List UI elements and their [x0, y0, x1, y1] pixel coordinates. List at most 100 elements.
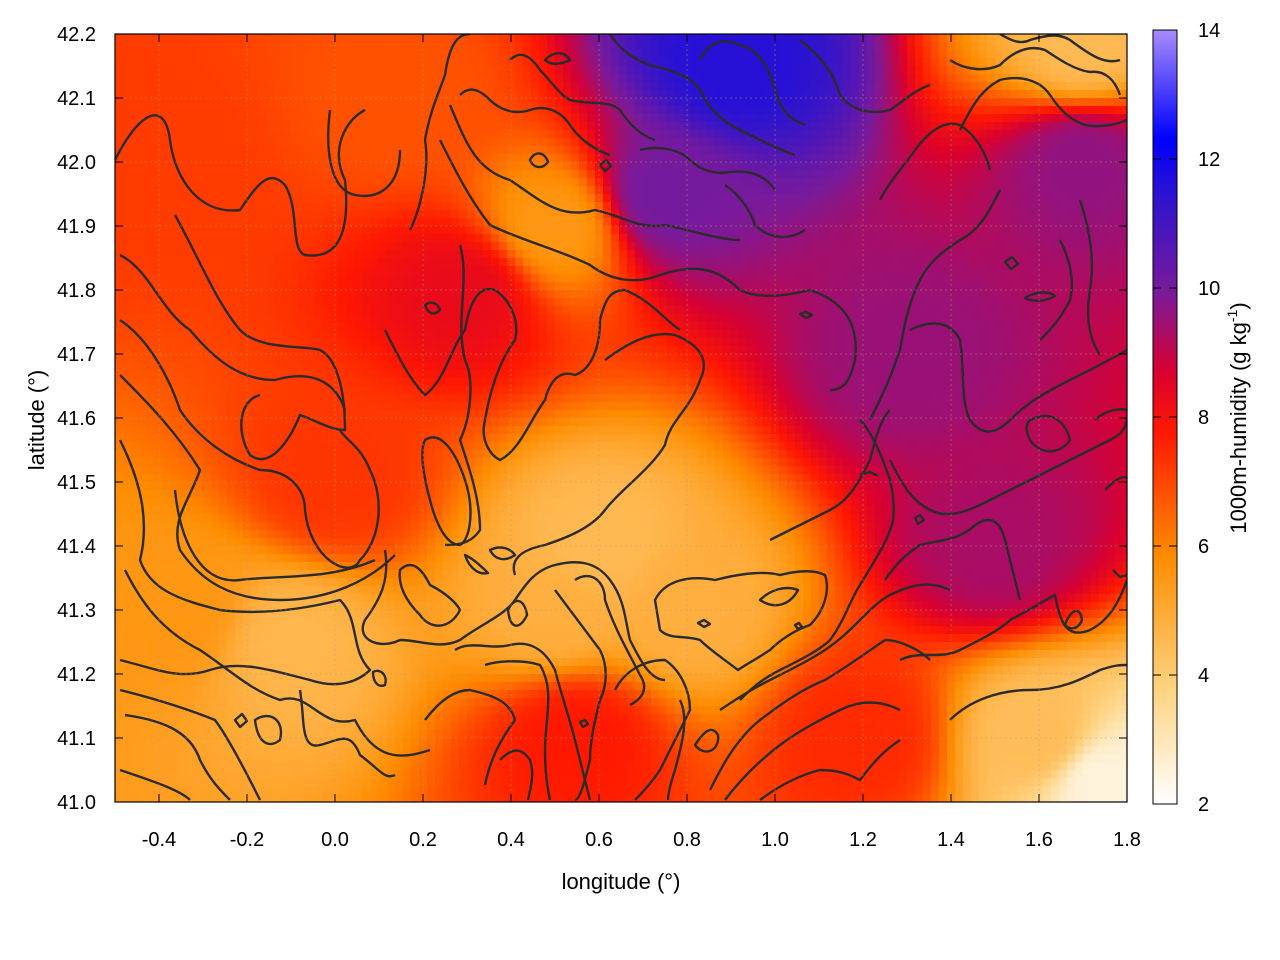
field-cell	[259, 82, 268, 91]
field-cell	[531, 186, 540, 195]
field-cell	[699, 34, 708, 43]
field-cell	[515, 146, 524, 155]
field-cell	[827, 146, 836, 155]
field-cell	[747, 146, 756, 155]
field-cell	[603, 266, 612, 275]
field-cell	[403, 106, 412, 115]
field-cell	[1075, 226, 1084, 235]
field-cell	[315, 218, 324, 227]
field-cell	[611, 282, 620, 291]
field-cell	[1107, 82, 1116, 91]
field-cell	[1019, 202, 1028, 211]
field-cell	[163, 90, 172, 99]
field-cell	[923, 258, 932, 267]
field-cell	[1075, 106, 1084, 115]
field-cell	[467, 218, 476, 227]
field-cell	[715, 338, 724, 347]
field-cell	[203, 282, 212, 291]
field-cell	[627, 314, 636, 323]
field-cell	[603, 202, 612, 211]
field-cell	[1019, 66, 1028, 75]
field-cell	[323, 58, 332, 67]
field-cell	[355, 74, 364, 83]
field-cell	[155, 114, 164, 123]
field-cell	[755, 82, 764, 91]
field-cell	[971, 170, 980, 179]
field-cell	[275, 258, 284, 267]
field-cell	[243, 42, 252, 51]
field-cell	[1019, 282, 1028, 291]
field-cell	[723, 138, 732, 147]
field-cell	[227, 210, 236, 219]
field-cell	[315, 266, 324, 275]
field-cell	[507, 218, 516, 227]
field-cell	[627, 210, 636, 219]
field-cell	[979, 194, 988, 203]
field-cell	[699, 338, 708, 347]
field-cell	[403, 50, 412, 59]
field-cell	[915, 274, 924, 283]
field-cell	[891, 34, 900, 43]
field-cell	[1107, 90, 1116, 99]
field-cell	[483, 258, 492, 267]
field-cell	[475, 218, 484, 227]
field-cell	[259, 154, 268, 163]
field-cell	[803, 218, 812, 227]
field-cell	[603, 42, 612, 51]
field-cell	[915, 234, 924, 243]
field-cell	[835, 66, 844, 75]
field-cell	[755, 234, 764, 243]
field-cell	[931, 82, 940, 91]
field-cell	[827, 162, 836, 171]
field-cell	[931, 98, 940, 107]
field-cell	[675, 338, 684, 347]
field-cell	[939, 154, 948, 163]
field-cell	[387, 114, 396, 123]
field-cell	[139, 210, 148, 219]
field-cell	[403, 74, 412, 83]
field-cell	[491, 178, 500, 187]
field-cell	[195, 98, 204, 107]
field-cell	[307, 274, 316, 283]
field-cell	[811, 82, 820, 91]
field-cell	[323, 250, 332, 259]
field-cell	[251, 202, 260, 211]
field-cell	[1099, 114, 1108, 123]
field-cell	[675, 242, 684, 251]
field-cell	[1091, 234, 1100, 243]
field-cell	[819, 82, 828, 91]
field-cell	[283, 50, 292, 59]
field-cell	[1107, 194, 1116, 203]
field-cell	[931, 66, 940, 75]
field-cell	[403, 90, 412, 99]
field-cell	[427, 122, 436, 131]
field-cell	[179, 98, 188, 107]
field-cell	[1123, 82, 1127, 91]
field-cell	[363, 130, 372, 139]
field-cell	[475, 298, 484, 307]
field-cell	[963, 178, 972, 187]
field-cell	[275, 298, 284, 307]
field-cell	[1011, 266, 1020, 275]
field-cell	[619, 154, 628, 163]
field-cell	[851, 242, 860, 251]
field-cell	[739, 258, 748, 267]
field-cell	[651, 42, 660, 51]
field-cell	[1099, 242, 1108, 251]
field-cell	[627, 162, 636, 171]
field-cell	[363, 290, 372, 299]
field-cell	[491, 314, 500, 323]
field-cell	[691, 218, 700, 227]
field-cell	[923, 226, 932, 235]
field-cell	[675, 82, 684, 91]
field-cell	[435, 130, 444, 139]
field-cell	[323, 42, 332, 51]
field-cell	[219, 66, 228, 75]
field-cell	[627, 82, 636, 91]
field-cell	[171, 234, 180, 243]
field-cell	[187, 330, 196, 339]
field-cell	[451, 98, 460, 107]
field-cell	[899, 90, 908, 99]
field-cell	[467, 234, 476, 243]
field-cell	[1107, 106, 1116, 115]
